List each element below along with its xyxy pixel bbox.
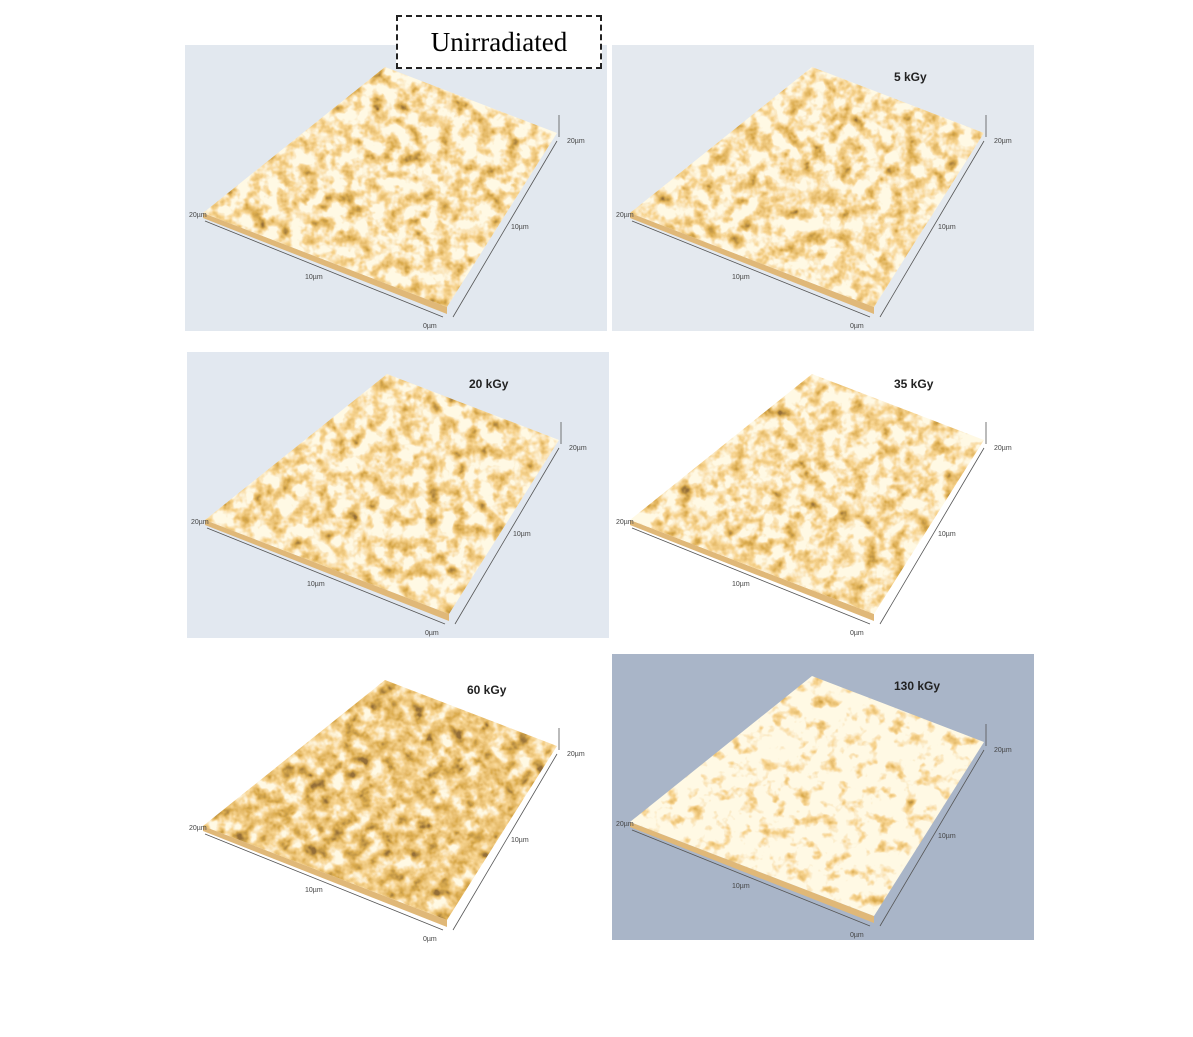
afm-panel: 20µm 10µm 0µm 10µm 20µm 35 kGy — [612, 352, 1034, 638]
axis-label: 20µm — [569, 445, 587, 452]
axis-label: 20µm — [994, 747, 1012, 754]
axis-label: 0µm — [423, 323, 437, 330]
axis-label: 10µm — [305, 274, 323, 281]
axis-label: 10µm — [732, 581, 750, 588]
afm-panel: 20µm 10µm 0µm 10µm 20µm 5 kGy — [612, 45, 1034, 331]
afm-panel: 20µm 10µm 0µm 10µm 20µm 130 kGy — [612, 654, 1034, 940]
axis-label: 0µm — [850, 630, 864, 637]
figure: 20µm 10µm 0µm 10µm 20µm 20µm 10µm 0µm 10µm 20µm 5 … — [0, 0, 1193, 1037]
panel-label: 35 kGy — [894, 377, 934, 391]
axis-label: 10µm — [732, 274, 750, 281]
axis-label: 20µm — [567, 751, 585, 758]
title-label: Unirradiated — [396, 15, 602, 69]
axis-label: 0µm — [850, 932, 864, 939]
axis-label: 0µm — [850, 323, 864, 330]
axis-label: 10µm — [938, 224, 956, 231]
axis-label: 20µm — [994, 445, 1012, 452]
axis-label: 20µm — [616, 519, 634, 526]
axis-label: 10µm — [938, 833, 956, 840]
afm-panel: 20µm 10µm 0µm 10µm 20µm 20 kGy — [187, 352, 609, 638]
axis-label: 20µm — [994, 138, 1012, 145]
axis-label: 10µm — [938, 531, 956, 538]
axis-label: 20µm — [616, 212, 634, 219]
axis-label: 20µm — [191, 519, 209, 526]
axis-label: 20µm — [189, 825, 207, 832]
panel-label: 60 kGy — [467, 683, 507, 697]
afm-panel: 20µm 10µm 0µm 10µm 20µm — [185, 45, 607, 331]
axis-label: 10µm — [305, 887, 323, 894]
axis-label: 20µm — [189, 212, 207, 219]
axis-label: 10µm — [511, 224, 529, 231]
page: 20µm 10µm 0µm 10µm 20µm 20µm 10µm 0µm 10µm 20µm 5 … — [0, 0, 1193, 1037]
panel-label: 130 kGy — [894, 679, 940, 693]
axis-label: 10µm — [732, 883, 750, 890]
panel-label: 5 kGy — [894, 70, 927, 84]
panel-label: 20 kGy — [469, 377, 509, 391]
axis-label: 20µm — [616, 821, 634, 828]
afm-panel: 20µm 10µm 0µm 10µm 20µm 60 kGy — [185, 658, 607, 944]
axis-label: 0µm — [423, 936, 437, 943]
axis-label: 0µm — [425, 630, 439, 637]
axis-label: 20µm — [567, 138, 585, 145]
axis-label: 10µm — [511, 837, 529, 844]
axis-label: 10µm — [307, 581, 325, 588]
axis-label: 10µm — [513, 531, 531, 538]
